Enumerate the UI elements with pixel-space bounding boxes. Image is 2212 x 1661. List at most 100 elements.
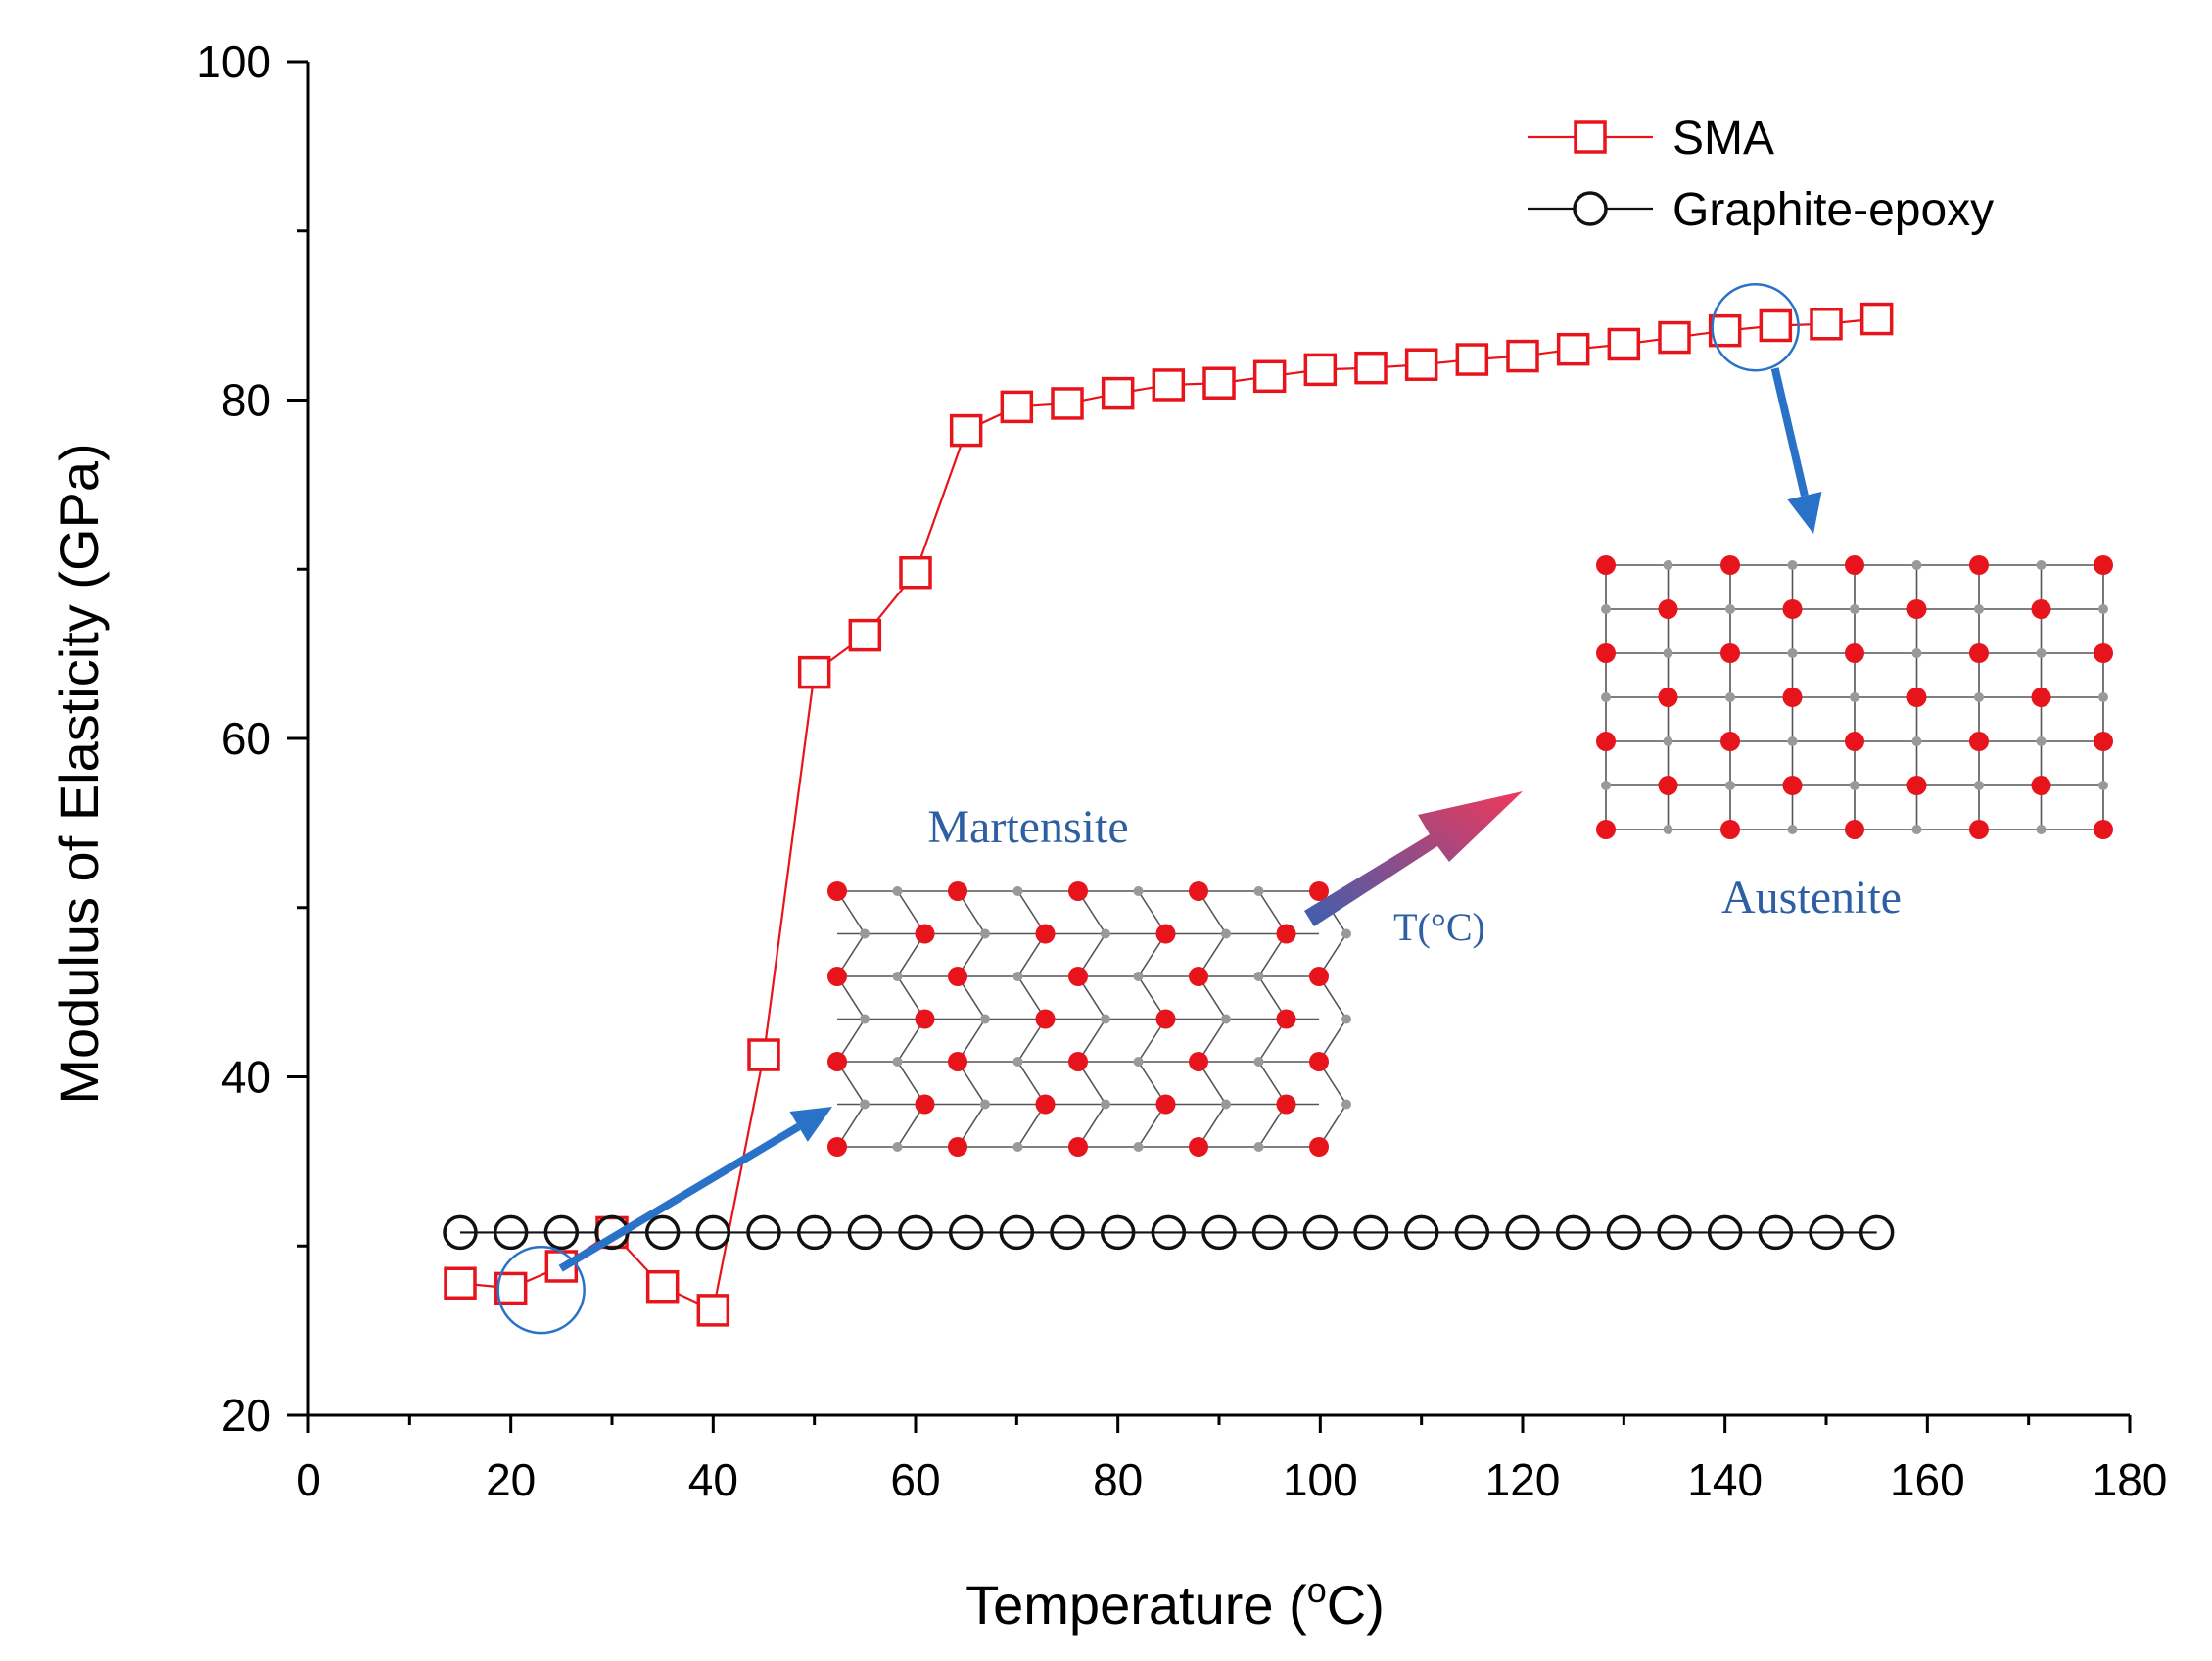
austenite-node bbox=[1974, 781, 1984, 790]
martensite-node bbox=[1101, 1014, 1110, 1024]
arrow-to-martensite-shaft bbox=[558, 1123, 801, 1272]
martensite-atom bbox=[915, 924, 935, 944]
austenite-node bbox=[1850, 692, 1859, 702]
x-tick-label: 0 bbox=[296, 1454, 321, 1505]
graphite-point bbox=[543, 1214, 580, 1251]
x-tick-label: 140 bbox=[1687, 1454, 1763, 1505]
highlight-circle-high bbox=[1711, 282, 1800, 372]
graphite-point bbox=[1505, 1214, 1540, 1251]
martensite-node bbox=[1221, 928, 1231, 939]
x-axis-label-degree: o bbox=[1307, 1570, 1327, 1610]
martensite-node bbox=[1221, 1099, 1231, 1110]
martensite-atom bbox=[915, 1009, 935, 1029]
sma-point bbox=[1404, 348, 1438, 381]
graphite-point bbox=[1302, 1214, 1339, 1251]
sma-point bbox=[1506, 339, 1539, 373]
martensite-atom bbox=[1189, 1137, 1208, 1157]
austenite-atom bbox=[1720, 643, 1740, 663]
martensite-atom bbox=[1035, 924, 1056, 944]
martensite-node bbox=[1341, 1099, 1351, 1110]
austenite-atom bbox=[1906, 599, 1927, 619]
legend-label: SMA bbox=[1672, 113, 1774, 165]
austenite-atom bbox=[1596, 643, 1616, 663]
martensite-atom bbox=[1035, 1009, 1056, 1029]
x-axis-label-unit: C) bbox=[1327, 1574, 1385, 1636]
martensite-atom bbox=[827, 1052, 847, 1071]
highlights bbox=[496, 282, 1800, 1335]
martensite-node bbox=[860, 1099, 870, 1110]
graphite-point bbox=[1606, 1214, 1642, 1251]
temperature-arrow bbox=[1304, 791, 1523, 926]
x-tick-label: 60 bbox=[890, 1454, 940, 1505]
x-axis: 0 20 40 60 80 100 120 140 160 180 bbox=[296, 1415, 2167, 1505]
graphite-point bbox=[746, 1214, 781, 1251]
martensite-atom bbox=[915, 1094, 935, 1115]
sma-point bbox=[1152, 368, 1186, 402]
graphite-point bbox=[443, 1214, 478, 1251]
austenite-node bbox=[1663, 648, 1673, 658]
legend-marker-sma bbox=[1574, 120, 1607, 154]
transition-arrows bbox=[558, 367, 1822, 1272]
austenite-atom bbox=[1782, 776, 1803, 795]
martensite-lattice bbox=[827, 881, 1351, 1157]
arrow-to-austenite-shaft bbox=[1770, 367, 1809, 497]
martensite-node bbox=[1133, 972, 1144, 981]
austenite-node bbox=[1663, 825, 1673, 834]
x-tick-label: 80 bbox=[1093, 1454, 1143, 1505]
martensite-atom bbox=[1155, 1009, 1176, 1029]
x-tick-label: 120 bbox=[1485, 1454, 1561, 1505]
graphite-point bbox=[1657, 1214, 1692, 1251]
austenite-node bbox=[2098, 692, 2108, 702]
austenite-label: Austenite bbox=[1721, 872, 1902, 924]
x-tick-label: 20 bbox=[486, 1454, 536, 1505]
austenite-atom bbox=[1845, 732, 1864, 751]
sma-point bbox=[1354, 351, 1388, 385]
martensite-node bbox=[892, 886, 903, 896]
sma-point bbox=[1556, 332, 1590, 366]
arrow-to-austenite-head bbox=[1787, 491, 1822, 534]
sma-point bbox=[1303, 353, 1338, 387]
austenite-node bbox=[1850, 781, 1859, 790]
austenite-node bbox=[1911, 825, 1922, 834]
martensite-atom bbox=[948, 881, 967, 901]
legend-label: Graphite-epoxy bbox=[1672, 184, 1994, 236]
y-axis-label: Modulus of Elasticity (GPa) bbox=[48, 443, 110, 1104]
martensite-node bbox=[980, 1014, 990, 1024]
legend-marker-graphite bbox=[1573, 191, 1608, 226]
martensite-node bbox=[1012, 886, 1023, 896]
austenite-atom bbox=[1596, 732, 1616, 751]
martensite-atom bbox=[1309, 967, 1329, 986]
martensite-node bbox=[860, 1014, 870, 1024]
graphite-point bbox=[1758, 1214, 1794, 1251]
sma-point bbox=[696, 1294, 730, 1327]
austenite-atom bbox=[2031, 776, 2051, 795]
austenite-node bbox=[1601, 604, 1611, 614]
martensite-label: Martensite bbox=[927, 801, 1128, 853]
austenite-atom bbox=[1969, 643, 1989, 663]
martensite-atom bbox=[1309, 1052, 1329, 1071]
x-tick-label: 160 bbox=[1890, 1454, 1965, 1505]
austenite-atom bbox=[1969, 732, 1989, 751]
graphite-point bbox=[1555, 1214, 1591, 1251]
graphite-point bbox=[1151, 1214, 1187, 1251]
martensite-atom bbox=[1035, 1094, 1056, 1115]
austenite-atom bbox=[1845, 643, 1864, 663]
graphite-point bbox=[1050, 1214, 1085, 1251]
austenite-node bbox=[1787, 560, 1798, 570]
temperature-arrow-label: T(°C) bbox=[1393, 905, 1485, 949]
austenite-atom bbox=[1658, 688, 1678, 707]
legend: SMA Graphite-epoxy bbox=[1528, 113, 1994, 236]
austenite-node bbox=[1725, 692, 1735, 702]
y-tick-label: 80 bbox=[221, 375, 271, 426]
y-tick-label: 40 bbox=[221, 1052, 271, 1103]
highlight-circle-low bbox=[496, 1245, 586, 1335]
austenite-node bbox=[2098, 781, 2108, 790]
austenite-node bbox=[1787, 736, 1798, 746]
sma-point bbox=[1658, 320, 1691, 355]
graphite-point bbox=[1100, 1214, 1136, 1251]
sma-point bbox=[899, 555, 932, 590]
martensite-node bbox=[892, 972, 903, 981]
austenite-node bbox=[1663, 736, 1673, 746]
graphite-point bbox=[1201, 1214, 1237, 1251]
sma-point bbox=[1051, 387, 1084, 420]
